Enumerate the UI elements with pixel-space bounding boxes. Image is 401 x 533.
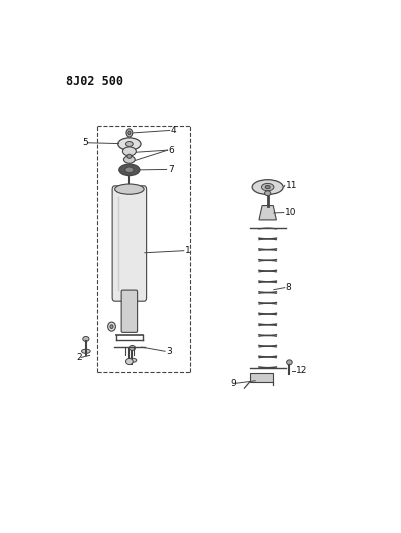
Ellipse shape xyxy=(83,336,89,342)
Ellipse shape xyxy=(126,129,133,137)
Text: 9: 9 xyxy=(231,379,237,388)
Ellipse shape xyxy=(130,345,136,350)
Ellipse shape xyxy=(119,164,140,175)
Text: 11: 11 xyxy=(286,181,297,190)
Text: 3: 3 xyxy=(166,347,172,356)
FancyBboxPatch shape xyxy=(112,186,147,301)
Ellipse shape xyxy=(126,142,133,147)
Ellipse shape xyxy=(128,131,131,135)
Ellipse shape xyxy=(122,147,136,156)
Ellipse shape xyxy=(265,185,270,189)
Text: 4: 4 xyxy=(171,126,176,135)
Text: 5: 5 xyxy=(82,138,88,147)
Ellipse shape xyxy=(261,183,274,191)
Ellipse shape xyxy=(128,358,137,362)
Ellipse shape xyxy=(127,154,132,158)
Ellipse shape xyxy=(81,349,90,353)
Ellipse shape xyxy=(124,156,135,163)
Ellipse shape xyxy=(107,322,115,331)
Text: 6: 6 xyxy=(169,146,174,155)
Ellipse shape xyxy=(115,184,144,194)
FancyBboxPatch shape xyxy=(250,373,273,382)
Ellipse shape xyxy=(110,325,113,328)
Ellipse shape xyxy=(265,191,271,196)
Text: 10: 10 xyxy=(285,208,296,217)
Ellipse shape xyxy=(287,360,292,365)
Text: 2: 2 xyxy=(76,353,81,362)
Ellipse shape xyxy=(125,167,134,173)
Polygon shape xyxy=(259,206,276,220)
Ellipse shape xyxy=(252,180,283,195)
FancyBboxPatch shape xyxy=(121,290,138,333)
Text: 8J02 500: 8J02 500 xyxy=(66,76,123,88)
Text: 12: 12 xyxy=(296,367,308,375)
Ellipse shape xyxy=(118,138,141,150)
Text: 1: 1 xyxy=(185,246,191,255)
Text: 7: 7 xyxy=(168,165,174,174)
Ellipse shape xyxy=(126,358,133,365)
Text: 8: 8 xyxy=(286,283,292,292)
